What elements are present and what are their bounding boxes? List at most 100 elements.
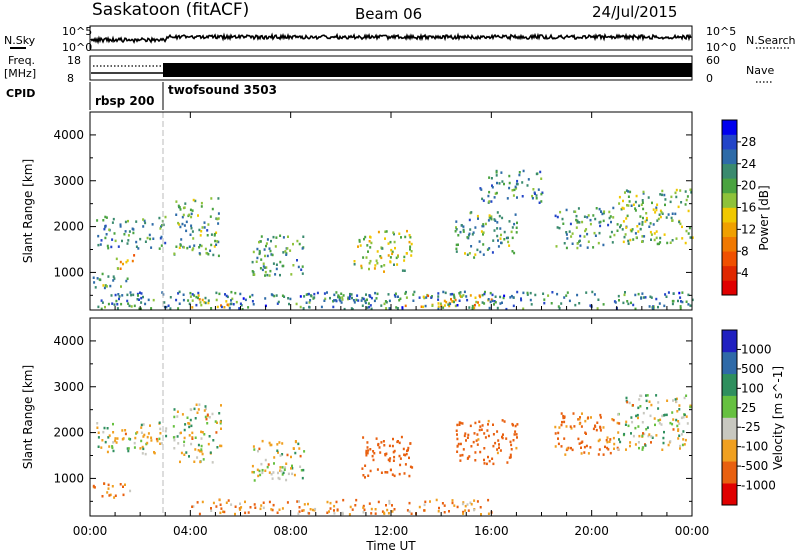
velocity-echo-cell (479, 450, 482, 454)
velocity-echo-cell (349, 505, 352, 509)
velocity-echo-cell (210, 509, 213, 512)
velocity-echo-cell (443, 504, 446, 507)
power-echo-cell (111, 302, 114, 305)
velocity-echo-cell (281, 453, 284, 456)
nave-label: Nave (746, 64, 774, 77)
velocity-echo-cell (308, 512, 311, 515)
velocity-echo-cell (483, 458, 485, 462)
power-echo-cell (251, 260, 254, 264)
power-echo-cell (442, 306, 445, 309)
freq-trace (91, 63, 692, 77)
velocity-echo-cell (159, 427, 162, 431)
velocity-echo-cell (140, 431, 143, 434)
power-echo-cell (173, 252, 176, 255)
power-echo-cell (652, 223, 655, 226)
velocity-echo-cell (370, 507, 373, 511)
power-echo-cell (535, 172, 538, 176)
power-echo-cell (265, 266, 268, 269)
power-echo-cell (431, 304, 434, 307)
power-echo-cell (178, 223, 181, 226)
velocity-echo-cell (393, 455, 396, 459)
power-echo-cell (376, 262, 379, 265)
velocity-echo-cell (261, 469, 264, 472)
power-echo-cell (320, 305, 323, 309)
velocity-echo-cell (453, 504, 456, 507)
power-echo-cell (167, 304, 170, 307)
power-echo-cell (119, 267, 122, 270)
velocity-echo-cell (253, 503, 256, 506)
power-echo-cell (210, 307, 213, 310)
power-echo-cell (198, 298, 201, 301)
power-echo-cell (169, 296, 172, 299)
freq-tick-top: 18 (67, 54, 81, 67)
power-echo-cell (158, 216, 161, 220)
velocity-echo-cell (111, 485, 114, 488)
power-echo-cell (589, 222, 592, 226)
velocity-echo-cell (176, 415, 179, 418)
velocity-echo-cell (252, 471, 255, 474)
power-echo-cell (640, 203, 643, 206)
power-echo-cell (158, 247, 161, 250)
power-echo-cell (408, 234, 411, 237)
velocity-echo-cell (424, 500, 427, 504)
power-echo-cell (621, 228, 624, 231)
power-echo-cell (259, 267, 262, 270)
velocity-echo-cell (662, 441, 665, 445)
velocity-echo-cell (581, 440, 584, 443)
velocity-echo-cell (563, 415, 566, 418)
power-echo-cell (359, 244, 362, 247)
velocity-echo-cell (675, 397, 678, 401)
velocity-echo-cell (685, 415, 688, 418)
y-tick-label: 3000 (53, 380, 84, 394)
velocity-echo-cell (671, 411, 674, 414)
power-echo-cell (189, 291, 192, 295)
power-echo-cell (665, 295, 668, 298)
power-echo-cell (160, 225, 162, 228)
power-echo-cell (96, 219, 99, 222)
velocity-echo-cell (635, 414, 638, 418)
velocity-echo-cell (386, 471, 389, 474)
velocity-echo-cell (103, 426, 106, 430)
power-echo-cell (586, 216, 589, 219)
velocity-echo-cell (277, 471, 279, 475)
velocity-echo-cell (119, 483, 122, 486)
velocity-echo-cell (285, 478, 288, 482)
velocity-echo-cell (364, 476, 366, 479)
power-echo-cell (302, 235, 305, 238)
velocity-echo-cell (247, 511, 250, 514)
velocity-echo-cell (648, 400, 651, 403)
power-echo-cell (595, 207, 598, 210)
power-echo-cell (394, 292, 397, 295)
velocity-echo-cell (625, 396, 628, 400)
power-echo-cell (399, 297, 402, 300)
power-echo-cell (641, 240, 643, 243)
power-echo-cell (493, 218, 496, 221)
power-echo-cell (114, 239, 117, 243)
power-echo-cell (165, 305, 168, 309)
velocity-echo-cell (605, 439, 608, 442)
velocity-echo-cell (678, 434, 681, 437)
power-echo-cell (102, 284, 105, 287)
power-echo-cell (538, 201, 541, 204)
power-echo-cell (228, 306, 231, 310)
power-echo-cell (118, 297, 120, 301)
power-echo-cell (138, 298, 140, 301)
power-echo-cell (625, 226, 628, 229)
power-echo-cell (641, 201, 644, 204)
power-echo-cell (182, 298, 185, 302)
velocity-echo-cell (476, 443, 479, 446)
velocity-echo-cell (583, 451, 586, 454)
station-title: Saskatoon (fitACF) (92, 0, 249, 20)
power-echo-cell (146, 236, 149, 240)
power-echo-cell (592, 214, 595, 217)
power-echo-cell (210, 197, 213, 200)
power-echo-cell (204, 296, 207, 300)
power-echo-cell (651, 307, 654, 310)
power-echo-cell (395, 256, 398, 260)
power-echo-cell (482, 243, 485, 246)
power-echo-cell (430, 296, 433, 299)
velocity-echo-cell (629, 444, 631, 448)
velocity-echo-cell (487, 512, 490, 515)
velocity-echo-cell (403, 453, 406, 456)
velocity-echo-cell (641, 434, 644, 438)
